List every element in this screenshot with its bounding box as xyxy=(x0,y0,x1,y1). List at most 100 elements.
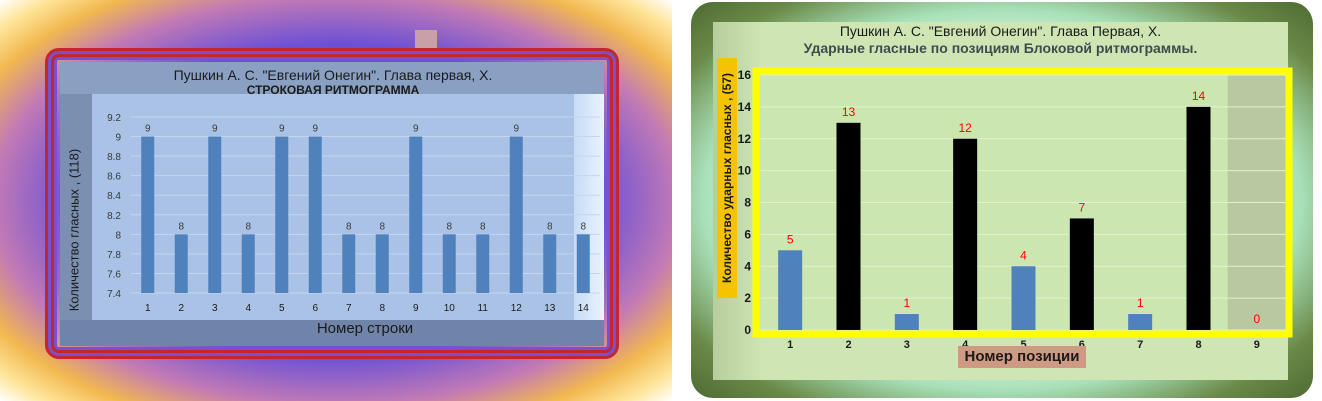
right-plot-border xyxy=(752,67,1293,338)
right-data-label: 4 xyxy=(1020,248,1027,262)
left-bar xyxy=(409,136,423,293)
left-chart-top-tab xyxy=(415,30,437,48)
right-y-tick-label: 10 xyxy=(738,164,752,178)
left-y-tick-label: 8.2 xyxy=(107,211,121,222)
left-y-tick-label: 9.2 xyxy=(107,113,121,124)
left-bar xyxy=(375,234,389,293)
left-data-label: 8 xyxy=(379,221,385,232)
left-x-tick-label: 1 xyxy=(145,303,151,314)
left-chart-frame xyxy=(45,48,619,359)
left-x-tick-label: 3 xyxy=(212,303,218,314)
right-chart-x-axis-label: Номер позиции xyxy=(958,346,1086,368)
right-x-tick-label: 6 xyxy=(1079,339,1085,351)
left-x-tick-label: 9 xyxy=(413,303,419,314)
left-data-label: 8 xyxy=(580,221,586,232)
left-data-label: 9 xyxy=(312,124,318,135)
left-x-tick-label: 13 xyxy=(544,303,556,314)
left-bar xyxy=(509,136,523,293)
right-bar xyxy=(1186,106,1211,330)
right-y-tick-label: 2 xyxy=(744,291,751,305)
left-x-tick-label: 6 xyxy=(312,303,318,314)
left-x-tick-label: 12 xyxy=(511,303,523,314)
left-data-label: 9 xyxy=(413,124,419,135)
right-y-tick-label: 4 xyxy=(744,259,751,273)
left-y-tick-label: 8 xyxy=(115,230,121,241)
left-bar xyxy=(241,234,255,293)
right-y-tick-label: 8 xyxy=(744,196,751,210)
left-chart-title: Пушкин А. С. "Евгений Онегин". Глава пер… xyxy=(173,67,493,83)
right-data-label: 13 xyxy=(842,105,856,119)
left-data-label: 9 xyxy=(145,124,151,135)
left-y-tick-label: 8.4 xyxy=(107,191,121,202)
right-chart-title: Пушкин А. С. "Евгений Онегин". Глава Пер… xyxy=(839,23,1162,39)
left-data-label: 8 xyxy=(346,221,352,232)
left-x-tick-label: 7 xyxy=(346,303,352,314)
left-bar xyxy=(543,234,557,293)
left-bar xyxy=(576,234,590,293)
left-x-tick-label: 10 xyxy=(444,303,456,314)
right-data-label: 1 xyxy=(903,296,910,310)
left-chart-subtitle: СТРОКОВАЯ РИТМОГРАММА xyxy=(246,83,420,97)
right-data-label: 1 xyxy=(1137,296,1144,310)
left-x-tick-label: 5 xyxy=(279,303,285,314)
left-data-label: 9 xyxy=(513,124,519,135)
left-data-label: 8 xyxy=(245,221,251,232)
left-bar xyxy=(275,136,289,293)
right-x-tick-label: 4 xyxy=(962,339,969,351)
left-x-tick-label: 11 xyxy=(478,303,489,314)
left-y-tick-label: 7.6 xyxy=(107,269,121,280)
left-data-label: 9 xyxy=(212,124,218,135)
right-y-tick-label: 12 xyxy=(738,132,752,146)
left-y-tick-label: 7.8 xyxy=(107,250,121,261)
left-x-tick-label: 2 xyxy=(178,303,184,314)
right-x-tick-label: 5 xyxy=(1020,339,1026,351)
left-bar xyxy=(141,136,155,293)
right-bar xyxy=(1069,218,1094,330)
right-x-tick-label: 9 xyxy=(1254,339,1260,351)
left-chart-plot-area xyxy=(92,94,574,320)
right-bar xyxy=(1011,266,1036,330)
right-y-tick-label: 14 xyxy=(738,100,752,114)
left-x-tick-label: 14 xyxy=(578,303,590,314)
right-x-tick-label: 8 xyxy=(1195,339,1201,351)
right-x-tick-label: 7 xyxy=(1137,339,1143,351)
right-x-tick-label: 3 xyxy=(904,339,910,351)
right-y-tick-label: 0 xyxy=(744,323,751,337)
left-data-label: 8 xyxy=(178,221,184,232)
left-data-label: 8 xyxy=(446,221,452,232)
right-data-label: 12 xyxy=(958,121,972,135)
right-bar xyxy=(836,122,861,330)
right-bar xyxy=(953,138,978,330)
right-x-tick-label: 2 xyxy=(845,339,851,351)
right-bar xyxy=(778,250,803,330)
right-data-label: 5 xyxy=(787,232,794,246)
left-data-label: 9 xyxy=(279,124,285,135)
right-x-tick-label: 1 xyxy=(787,339,793,351)
left-chart-bevel-top xyxy=(60,62,604,94)
left-chart-x-axis-label: Номер строки xyxy=(316,320,414,337)
right-y-tick-label: 16 xyxy=(738,68,752,82)
left-bar xyxy=(442,234,456,293)
right-chart-subtitle: Ударные гласные по позициям Блоковой рит… xyxy=(803,40,1198,56)
left-data-label: 8 xyxy=(480,221,486,232)
left-bar xyxy=(208,136,222,293)
left-chart-bevel-bottom xyxy=(60,320,604,346)
left-x-tick-label: 8 xyxy=(379,303,385,314)
left-data-label: 8 xyxy=(547,221,553,232)
right-chart-y-axis-label-box xyxy=(717,58,737,298)
left-y-tick-label: 8.8 xyxy=(107,152,121,163)
left-bar xyxy=(342,234,356,293)
right-y-tick-label: 6 xyxy=(744,227,751,241)
right-data-label: 0 xyxy=(1253,312,1260,326)
left-bar xyxy=(308,136,322,293)
left-bar xyxy=(174,234,188,293)
left-y-tick-label: 9 xyxy=(115,133,121,144)
left-x-tick-label: 4 xyxy=(245,303,251,314)
right-bar xyxy=(894,314,919,330)
left-chart-svg: 9.2 9 8.8 8.6 8.4 8.2 8 7.8 7.6 7.4 9 1 8 2 9 3 8 4 9 5 9 6 8 7… xyxy=(107,113,600,314)
right-data-label: 14 xyxy=(1192,89,1206,103)
left-bar xyxy=(476,234,490,293)
left-y-tick-label: 7.4 xyxy=(107,289,121,300)
right-data-label: 7 xyxy=(1078,200,1085,214)
